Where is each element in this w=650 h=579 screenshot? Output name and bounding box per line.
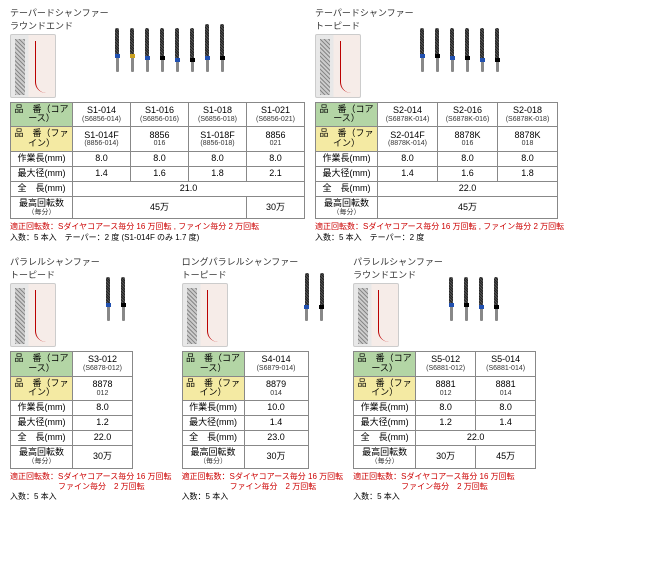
block-s2: テーパードシャンファートーピード品 番（コアース）S2-014(S6878K-0…: [315, 8, 564, 243]
spec-table: 品 番（コアース）S2-014(S6878K-014)S2-016(S6878K…: [315, 102, 558, 220]
row-2: パラレルシャンファートーピード品 番（コアース）S3-012(S6878-012…: [10, 257, 640, 503]
catalog-page: テーパードシャンファーラウンドエンド品 番（コアース）S1-014(S6856-…: [0, 0, 650, 525]
row-1: テーパードシャンファーラウンドエンド品 番（コアース）S1-014(S6856-…: [10, 8, 640, 243]
block-title-1: ロングパラレルシャンファー: [182, 257, 299, 268]
bur-icons: [302, 257, 326, 321]
block-title-1: テーパードシャンファー: [10, 8, 109, 19]
block-footnote: 適正回転数：Sダイヤコアース毎分 16 万回転ファイン毎分 2 万回転入数：5 …: [10, 472, 172, 503]
cross-section-illustration: [182, 283, 228, 347]
block-title-2: ラウンドエンド: [10, 21, 109, 32]
spec-table: 品 番（コアース）S4-014(S6879-014)品 番（ファイン）88790…: [182, 351, 309, 469]
block-title-2: トーピード: [315, 21, 414, 32]
spec-table: 品 番（コアース）S3-012(S6878-012)品 番（ファイン）88780…: [10, 351, 133, 469]
block-s5: パラレルシャンファーラウンドエンド品 番（コアース）S5-012(S6881-0…: [353, 257, 536, 503]
bur-icons: [447, 257, 501, 321]
spec-table: 品 番（コアース）S1-014(S6856-014)S1-016(S6856-0…: [10, 102, 305, 220]
cross-section-illustration: [10, 283, 56, 347]
block-footnote: 適正回転数：Sダイヤコアース毎分 16 万回転 , ファイン毎分 2 万回転入数…: [10, 222, 305, 243]
spec-table: 品 番（コアース）S5-012(S6881-012)S5-014(S6881-0…: [353, 351, 536, 469]
cross-section-illustration: [10, 34, 56, 98]
block-s1: テーパードシャンファーラウンドエンド品 番（コアース）S1-014(S6856-…: [10, 8, 305, 243]
block-title-1: パラレルシャンファー: [10, 257, 100, 268]
bur-icons: [418, 8, 502, 72]
block-footnote: 適正回転数：Sダイヤコアース毎分 16 万回転ファイン毎分 2 万回転入数：5 …: [182, 472, 344, 503]
bur-icons: [113, 8, 227, 72]
block-footnote: 適正回転数：Sダイヤコアース毎分 16 万回転ファイン毎分 2 万回転入数：5 …: [353, 472, 536, 503]
block-title-2: ラウンドエンド: [353, 270, 443, 281]
block-title-1: テーパードシャンファー: [315, 8, 414, 19]
block-title-2: トーピード: [182, 270, 299, 281]
block-title-1: パラレルシャンファー: [353, 257, 443, 268]
bur-icons: [104, 257, 128, 321]
cross-section-illustration: [315, 34, 361, 98]
block-title-2: トーピード: [10, 270, 100, 281]
block-s4: ロングパラレルシャンファートーピード品 番（コアース）S4-014(S6879-…: [182, 257, 344, 503]
cross-section-illustration: [353, 283, 399, 347]
block-footnote: 適正回転数：Sダイヤコアース毎分 16 万回転 , ファイン毎分 2 万回転入数…: [315, 222, 564, 243]
block-s3: パラレルシャンファートーピード品 番（コアース）S3-012(S6878-012…: [10, 257, 172, 503]
